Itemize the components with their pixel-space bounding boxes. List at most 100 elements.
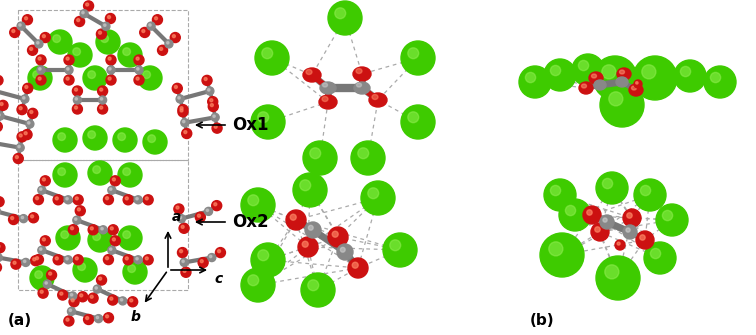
- Circle shape: [149, 24, 151, 26]
- Circle shape: [175, 85, 178, 88]
- Circle shape: [118, 133, 125, 140]
- Circle shape: [73, 258, 97, 282]
- Circle shape: [123, 260, 147, 284]
- Circle shape: [108, 225, 118, 235]
- Circle shape: [66, 258, 68, 260]
- Circle shape: [206, 209, 209, 211]
- Circle shape: [180, 250, 183, 253]
- Circle shape: [0, 112, 4, 120]
- Circle shape: [136, 77, 139, 80]
- Circle shape: [550, 65, 561, 76]
- Circle shape: [303, 141, 337, 175]
- Circle shape: [636, 82, 638, 84]
- Circle shape: [69, 297, 79, 307]
- Circle shape: [642, 65, 656, 79]
- Circle shape: [71, 299, 74, 302]
- Circle shape: [118, 43, 142, 67]
- Circle shape: [178, 105, 188, 115]
- Circle shape: [401, 41, 435, 75]
- Circle shape: [120, 298, 122, 301]
- Circle shape: [170, 32, 180, 43]
- Circle shape: [70, 227, 73, 230]
- Circle shape: [212, 201, 222, 211]
- Circle shape: [57, 290, 68, 300]
- Circle shape: [84, 1, 94, 11]
- Circle shape: [106, 257, 109, 260]
- Circle shape: [626, 228, 631, 232]
- Circle shape: [258, 112, 268, 123]
- Circle shape: [352, 262, 358, 268]
- Ellipse shape: [589, 72, 603, 84]
- Circle shape: [214, 203, 217, 206]
- Text: b: b: [130, 310, 140, 324]
- Circle shape: [176, 95, 184, 103]
- Circle shape: [255, 41, 289, 75]
- Circle shape: [76, 257, 79, 260]
- Circle shape: [550, 185, 561, 196]
- Circle shape: [603, 179, 612, 189]
- Circle shape: [195, 212, 206, 222]
- Circle shape: [390, 240, 401, 251]
- Circle shape: [627, 213, 632, 218]
- Circle shape: [108, 246, 116, 254]
- Circle shape: [258, 250, 268, 261]
- Circle shape: [64, 75, 74, 85]
- Circle shape: [197, 214, 200, 217]
- Circle shape: [110, 236, 120, 246]
- Circle shape: [241, 268, 275, 302]
- Circle shape: [305, 222, 321, 238]
- Circle shape: [525, 72, 536, 83]
- Circle shape: [19, 107, 22, 110]
- Circle shape: [70, 293, 73, 296]
- Circle shape: [212, 123, 222, 133]
- Circle shape: [136, 197, 138, 200]
- Circle shape: [33, 195, 43, 205]
- Circle shape: [66, 77, 69, 80]
- Circle shape: [76, 19, 79, 21]
- Circle shape: [200, 260, 203, 263]
- Circle shape: [166, 42, 169, 44]
- Circle shape: [97, 29, 107, 39]
- Circle shape: [640, 235, 645, 240]
- Circle shape: [544, 59, 576, 91]
- Circle shape: [23, 15, 33, 25]
- Text: (a): (a): [8, 313, 32, 328]
- Circle shape: [48, 272, 51, 275]
- Circle shape: [113, 178, 116, 181]
- Circle shape: [134, 75, 144, 85]
- Circle shape: [73, 104, 82, 114]
- Circle shape: [18, 145, 20, 148]
- Circle shape: [78, 292, 88, 302]
- Circle shape: [88, 293, 98, 303]
- Circle shape: [125, 197, 129, 200]
- Circle shape: [0, 262, 2, 272]
- Circle shape: [328, 227, 348, 247]
- Circle shape: [674, 60, 706, 92]
- Ellipse shape: [617, 68, 631, 80]
- Circle shape: [600, 83, 644, 127]
- Circle shape: [182, 260, 184, 263]
- Circle shape: [57, 133, 66, 140]
- Circle shape: [154, 17, 157, 20]
- Circle shape: [80, 10, 88, 18]
- Circle shape: [110, 188, 112, 190]
- Ellipse shape: [616, 77, 628, 87]
- Circle shape: [14, 153, 23, 163]
- Circle shape: [143, 71, 150, 78]
- Circle shape: [83, 126, 107, 150]
- Circle shape: [73, 255, 83, 265]
- Circle shape: [636, 231, 654, 249]
- Circle shape: [11, 217, 14, 220]
- Circle shape: [208, 96, 218, 107]
- Ellipse shape: [581, 84, 587, 88]
- Circle shape: [208, 89, 210, 91]
- Circle shape: [134, 256, 142, 264]
- Circle shape: [31, 256, 41, 266]
- Circle shape: [138, 66, 162, 90]
- Circle shape: [407, 48, 419, 59]
- Ellipse shape: [357, 83, 361, 87]
- Circle shape: [634, 179, 666, 211]
- Circle shape: [165, 40, 173, 48]
- Circle shape: [67, 308, 76, 315]
- Circle shape: [549, 242, 563, 256]
